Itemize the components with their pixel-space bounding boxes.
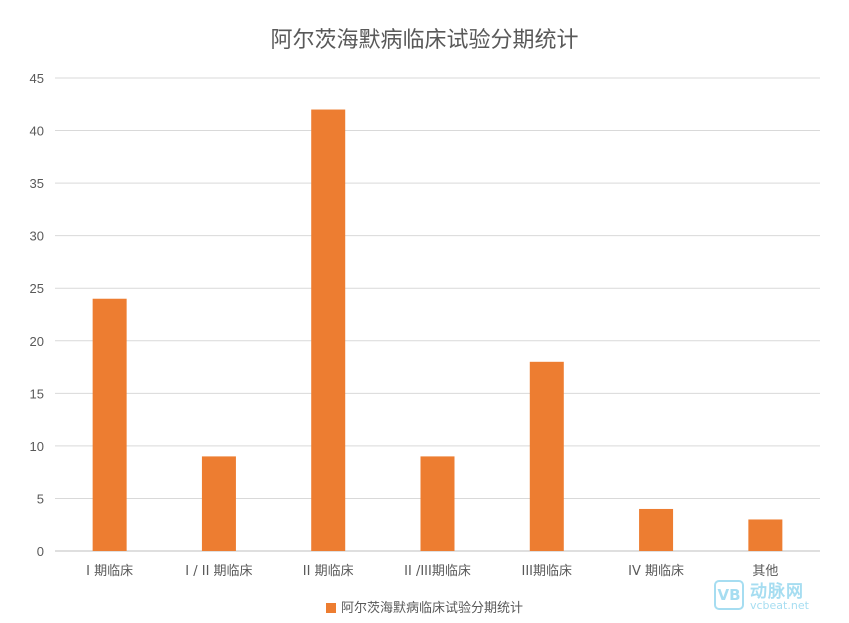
x-tick-label: II 期临床 [303, 564, 354, 579]
bar [420, 456, 455, 551]
y-tick-label: 5 [37, 491, 44, 506]
x-tick-label: IV 期临床 [628, 564, 684, 579]
bar [748, 519, 783, 551]
y-tick-label: 20 [30, 334, 44, 349]
y-tick-label: 45 [30, 71, 44, 86]
y-tick-label: 25 [30, 281, 44, 296]
x-tick-label: 其他 [752, 564, 778, 579]
x-tick-label: II /III期临床 [404, 564, 471, 579]
x-tick-label: I 期临床 [86, 564, 133, 579]
chart-title: 阿尔茨海默病临床试验分期统计 [270, 28, 579, 53]
y-tick-label: 0 [37, 544, 44, 559]
bar [201, 456, 236, 551]
bar [311, 109, 346, 552]
y-tick-label: 30 [30, 229, 44, 244]
y-tick-label: 35 [30, 176, 44, 191]
bar [92, 298, 127, 551]
watermark-name: 动脉网 [750, 582, 804, 602]
legend-swatch [325, 603, 336, 613]
watermark-logo-icon: VB [714, 580, 744, 610]
x-tick-label: III期临床 [522, 564, 573, 579]
bar [639, 508, 674, 551]
x-tick-label: I / II 期临床 [185, 564, 252, 579]
legend-label: 阿尔茨海默病临床试验分期统计 [340, 601, 523, 616]
chart-legend: 阿尔茨海默病临床试验分期统计 [0, 597, 849, 616]
bar [529, 361, 564, 551]
y-tick-label: 10 [30, 439, 44, 454]
watermark: VB 动脉网 vcbeat.net [714, 577, 829, 613]
y-tick-label: 40 [30, 124, 44, 139]
y-tick-label: 15 [30, 386, 44, 401]
watermark-url: vcbeat.net [750, 599, 809, 612]
